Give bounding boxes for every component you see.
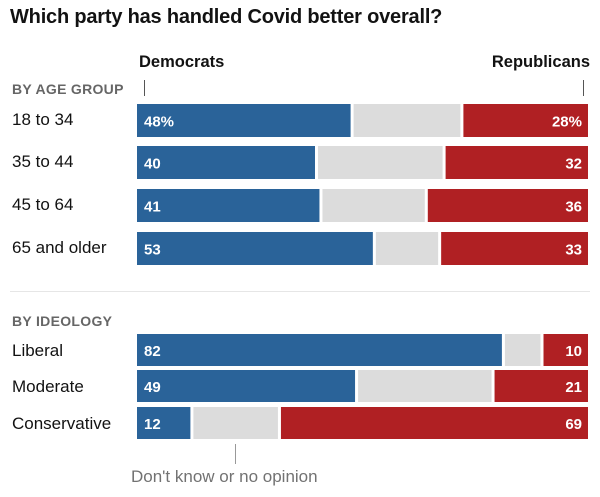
value-label-dem-35-to-44: 40: [144, 156, 161, 173]
row-label-45-64: 45 to 64: [12, 195, 74, 214]
row-label-moderate: Moderate: [12, 377, 84, 396]
bar-dem-conservative: [137, 407, 191, 439]
bar-rep-35-to-44: [445, 146, 588, 179]
row-label-liberal: Liberal: [12, 341, 64, 360]
bar-rep-18-to-34: [463, 104, 588, 137]
value-label-dem-65-and-older: 53: [144, 242, 161, 259]
bar-dem-45-to-64: [137, 189, 320, 222]
bar-unsure-liberal: [504, 334, 541, 366]
value-label-rep-conservative: 69: [565, 416, 582, 433]
legend-democrats: Democrats: [139, 53, 225, 71]
bar-unsure-moderate: [358, 370, 492, 402]
row-label-35-44: 35 to 44: [12, 152, 74, 171]
value-label-dem-18-to-34: 48%: [144, 114, 174, 131]
bar-dem-35-to-44: [137, 146, 315, 179]
legend-unsure: Don't know or no opinion: [131, 467, 318, 486]
row-label-conservative: Conservative: [12, 414, 112, 433]
republicans-marker: [583, 80, 584, 96]
value-label-dem-liberal: 82: [144, 343, 161, 360]
democrats-marker: [144, 80, 145, 96]
value-label-dem-moderate: 49: [144, 379, 161, 396]
value-label-rep-liberal: 10: [565, 343, 582, 360]
bar-dem-65-and-older: [137, 232, 373, 265]
bar-dem-liberal: [137, 334, 502, 366]
row-label-18-34: 18 to 34: [12, 110, 74, 129]
section-label-age: BY AGE GROUP: [12, 81, 124, 97]
unsure-marker: [235, 444, 236, 464]
value-label-rep-18-to-34: 28%: [552, 114, 582, 131]
section-label-ideology: BY IDEOLOGY: [12, 313, 113, 329]
bar-rep-65-and-older: [441, 232, 588, 265]
value-label-rep-35-to-44: 32: [565, 156, 582, 173]
bar-unsure-18-to-34: [353, 104, 461, 137]
chart-title: Which party has handled Covid better ove…: [10, 6, 443, 28]
value-label-rep-45-to-64: 36: [565, 199, 582, 216]
bar-dem-moderate: [137, 370, 356, 402]
bar-rep-conservative: [280, 407, 588, 439]
value-label-dem-conservative: 12: [144, 416, 161, 433]
bar-rep-moderate: [494, 370, 588, 402]
bar-rep-liberal: [543, 334, 588, 366]
bar-unsure-conservative: [193, 407, 278, 439]
value-label-rep-65-and-older: 33: [565, 242, 582, 259]
legend-republicans: Republicans: [491, 53, 590, 71]
value-label-rep-moderate: 21: [565, 379, 582, 396]
bar-unsure-45-to-64: [322, 189, 425, 222]
bar-unsure-65-and-older: [375, 232, 439, 265]
bar-dem-18-to-34: [137, 104, 351, 137]
bar-unsure-35-to-44: [318, 146, 443, 179]
row-label-65-older: 65 and older: [12, 238, 107, 257]
value-label-dem-45-to-64: 41: [144, 199, 161, 216]
bar-rep-45-to-64: [427, 189, 588, 222]
section-divider: [10, 291, 590, 292]
